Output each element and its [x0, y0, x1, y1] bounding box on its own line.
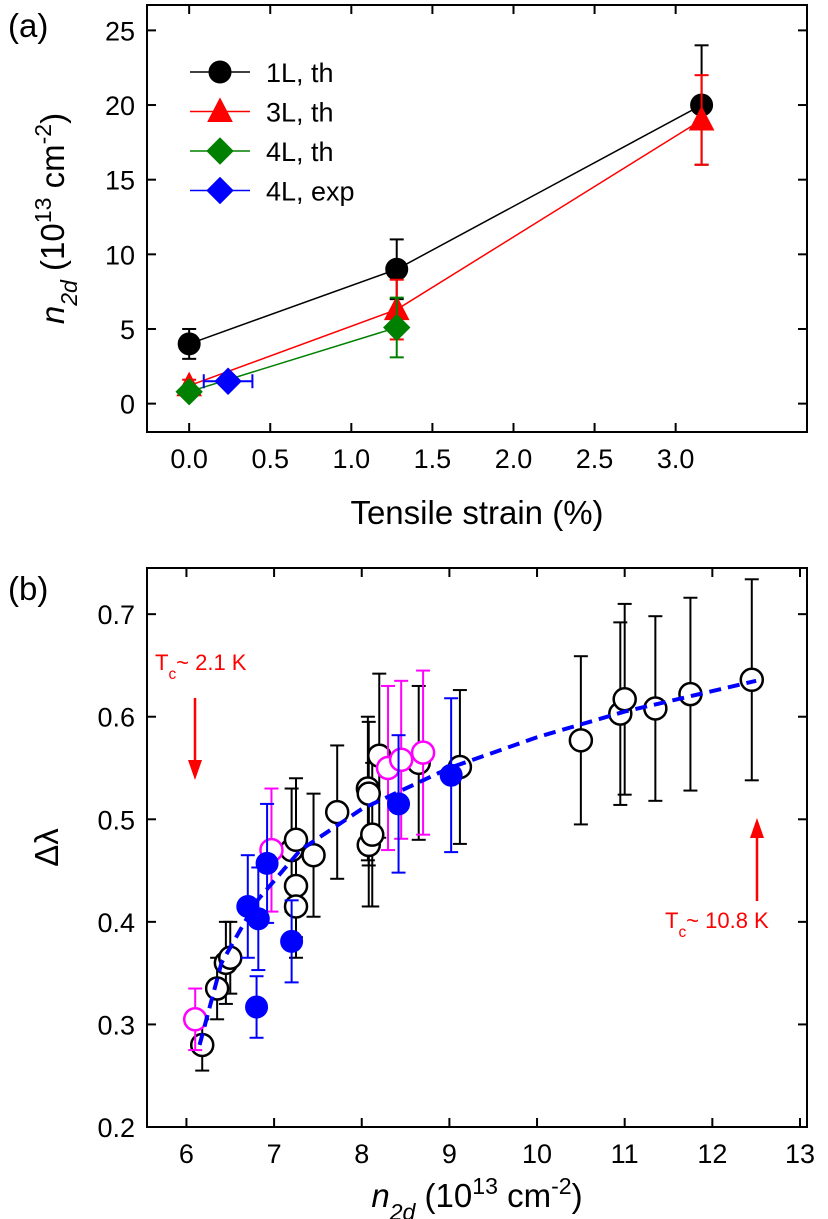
- arrow-head: [188, 760, 202, 780]
- x-tick-label: 0.0: [170, 444, 208, 474]
- text-part: c: [678, 924, 686, 941]
- x-tick-label: 12: [697, 1139, 727, 1169]
- y-tick-label: 15: [105, 166, 135, 196]
- marker: [245, 995, 269, 1019]
- x-tick-label: 1.0: [333, 444, 371, 474]
- x-tick-label: 13: [785, 1139, 815, 1169]
- marker: [208, 60, 232, 84]
- text-part: ): [572, 1177, 583, 1214]
- series-line: [197, 678, 757, 1046]
- legend-label: 4L, exp: [266, 177, 355, 207]
- panel-label: (a): [8, 7, 48, 44]
- text-part: 2d: [56, 279, 82, 307]
- marker: [206, 137, 234, 165]
- x-tick-label: 9: [442, 1139, 457, 1169]
- arrow-head: [750, 818, 764, 838]
- x-tick-label: 0.5: [251, 444, 289, 474]
- text-part: ~ 2.1 K: [176, 650, 247, 675]
- text-part: n: [371, 1177, 389, 1214]
- plot-frame: [146, 567, 808, 1128]
- marker: [388, 747, 414, 773]
- y-tick-label: 5: [120, 315, 135, 345]
- legend-label: 1L, th: [266, 58, 334, 88]
- x-tick-label: 2.5: [576, 444, 614, 474]
- x-tick-label: 1.5: [414, 444, 452, 474]
- panel-label: (b): [8, 570, 48, 607]
- y-tick-label: 20: [105, 91, 135, 121]
- text-part: cm: [498, 1177, 551, 1214]
- x-tick-label: 11: [611, 1139, 639, 1169]
- y-tick-label: 0.3: [97, 1010, 135, 1040]
- marker: [177, 332, 201, 356]
- x-tick-label: 7: [267, 1139, 282, 1169]
- x-tick-label: 3.0: [657, 444, 695, 474]
- y-axis-label: Δλ: [28, 828, 65, 867]
- marker: [612, 687, 637, 712]
- marker: [280, 929, 304, 953]
- marker: [301, 842, 326, 868]
- y-tick-label: 10: [105, 240, 135, 270]
- text-part: (10: [34, 223, 71, 280]
- plot-frame: [146, 4, 808, 433]
- y-tick-label: 0.4: [97, 908, 135, 938]
- text-part: cm: [34, 144, 71, 197]
- x-tick-label: 8: [354, 1139, 369, 1169]
- marker: [182, 1007, 208, 1032]
- text-part: c: [168, 666, 176, 683]
- text-part: 2d: [389, 1199, 417, 1219]
- annotation: Tc~ 10.8 K: [665, 908, 769, 941]
- marker: [283, 894, 309, 919]
- y-tick-label: 0.6: [97, 703, 135, 733]
- marker: [206, 176, 234, 205]
- text-part: -2: [30, 124, 56, 145]
- text-part: ): [34, 113, 71, 124]
- x-axis-label: Tensile strain (%): [350, 494, 603, 531]
- marker: [255, 851, 279, 875]
- text-part: ~ 10.8 K: [686, 908, 769, 933]
- marker: [439, 763, 463, 787]
- marker: [283, 873, 309, 899]
- x-tick-label: 6: [179, 1139, 194, 1169]
- x-tick-label: 10: [522, 1139, 552, 1169]
- y-tick-label: 25: [105, 16, 135, 46]
- text-part: 13: [472, 1173, 498, 1199]
- marker: [385, 257, 409, 281]
- text-part: 13: [30, 198, 56, 224]
- marker: [688, 105, 715, 131]
- marker: [175, 377, 203, 406]
- marker: [383, 313, 411, 342]
- y-axis-label: n2d (1013 cm-2): [30, 113, 82, 324]
- legend-label: 3L, th: [266, 98, 334, 128]
- marker: [360, 822, 385, 847]
- text-part: T: [665, 908, 678, 933]
- y-tick-label: 0.2: [97, 1113, 135, 1143]
- y-tick-label: 0.5: [97, 805, 135, 835]
- x-axis-label: n2d (1013 cm-2): [371, 1173, 582, 1219]
- marker: [214, 367, 242, 395]
- text-part: -2: [551, 1173, 572, 1199]
- y-tick-label: 0: [120, 390, 135, 420]
- x-tick-label: 2.0: [495, 444, 533, 474]
- text-part: n: [34, 306, 71, 324]
- annotation: Tc~ 2.1 K: [155, 650, 247, 683]
- marker: [204, 976, 230, 1001]
- marker: [568, 728, 594, 753]
- legend-label: 4L, th: [266, 137, 334, 167]
- text-part: (10: [415, 1177, 472, 1214]
- marker: [410, 740, 436, 765]
- marker: [207, 97, 233, 122]
- marker: [387, 792, 411, 816]
- text-part: T: [155, 650, 168, 675]
- y-tick-label: 0.7: [97, 600, 135, 630]
- marker: [283, 827, 309, 853]
